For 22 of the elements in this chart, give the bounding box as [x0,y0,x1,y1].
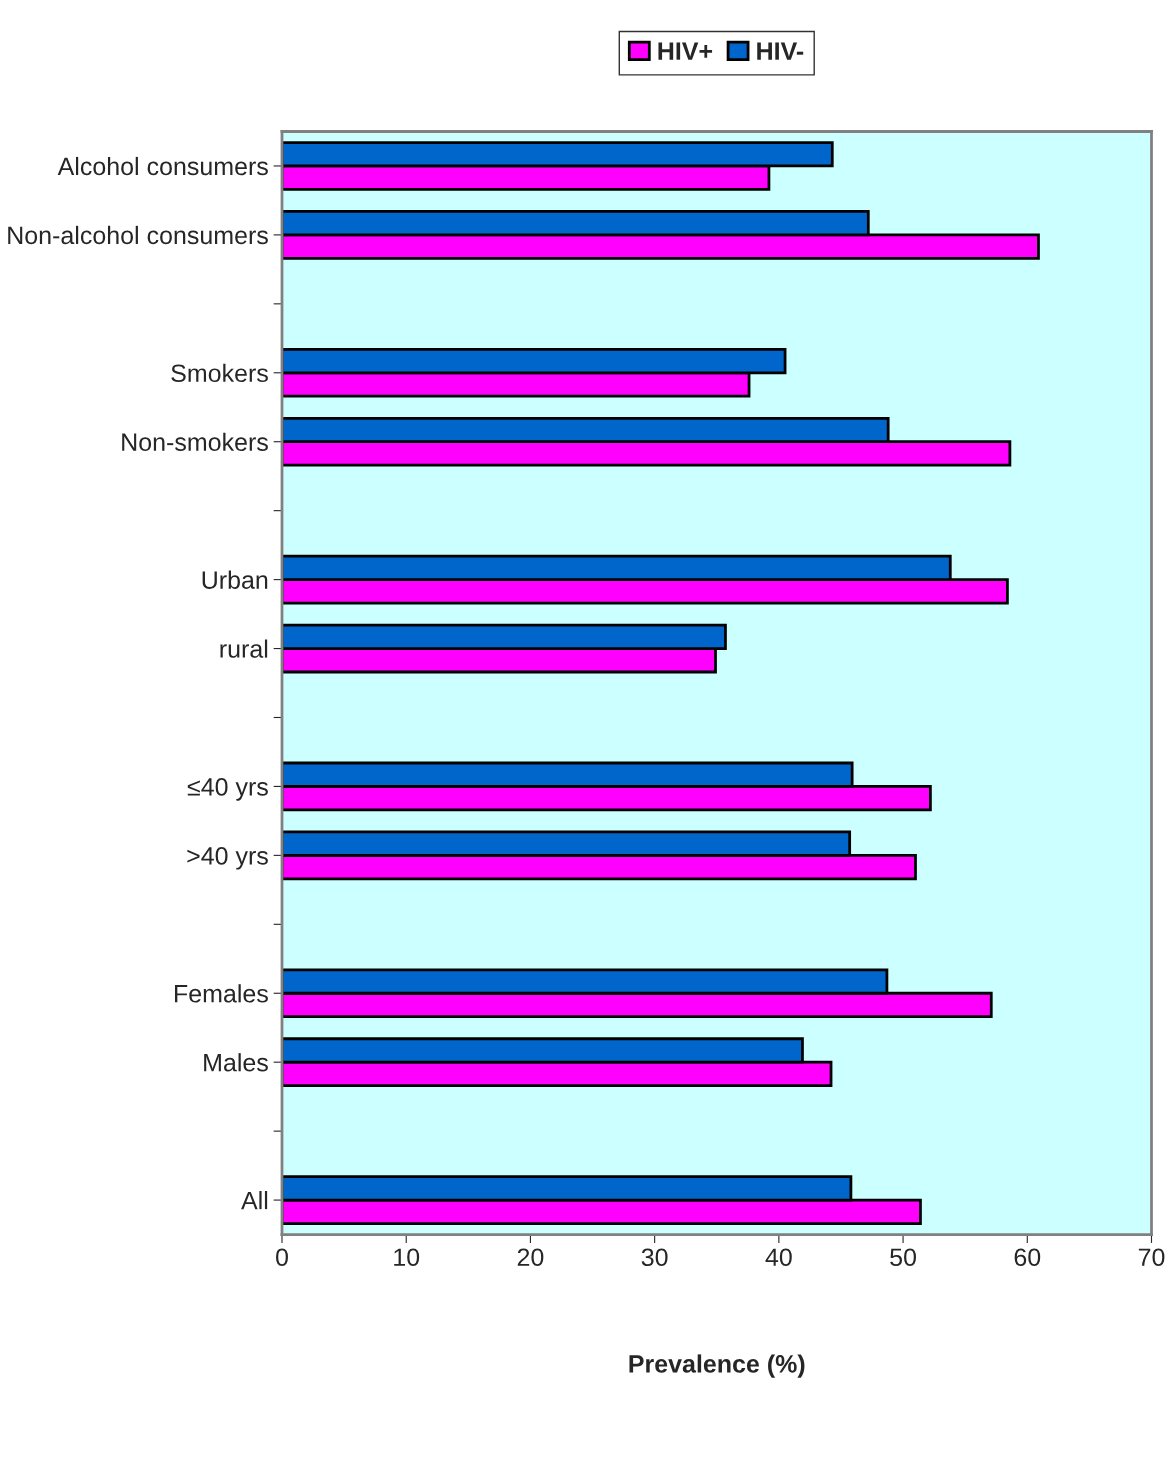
y-tick-label: Urban [202,570,268,589]
x-tick-label: 40 [765,1248,792,1267]
y-tick-label: >40 yrs [187,846,268,870]
y-tick-label: Males [204,1053,268,1072]
y-tick-label: Non-smokers [122,432,268,452]
y-tick-label: rural [220,639,268,658]
legend-label: HIV+ [658,42,713,60]
y-tick-label: Females [175,984,268,1003]
y-tick-label: Smokers [171,363,268,383]
y-tick-label: All [241,1191,268,1210]
x-tick-label: 60 [1014,1248,1041,1267]
x-tick-label: 20 [517,1248,544,1267]
x-axis-title: Prevalence (%) [629,1354,805,1378]
y-tick-label: ≤40 yrs [187,778,268,801]
x-tick-label: 30 [641,1248,668,1267]
x-tick-label: 0 [276,1248,288,1267]
legend-label: HIV- [757,42,804,60]
y-tick-label: Alcohol consumers [57,156,268,176]
y-tick-label: Non-alcohol consumers [8,225,268,245]
x-tick-label: 10 [394,1248,420,1267]
x-tick-label: 70 [1138,1248,1165,1267]
x-tick-label: 50 [890,1248,916,1267]
